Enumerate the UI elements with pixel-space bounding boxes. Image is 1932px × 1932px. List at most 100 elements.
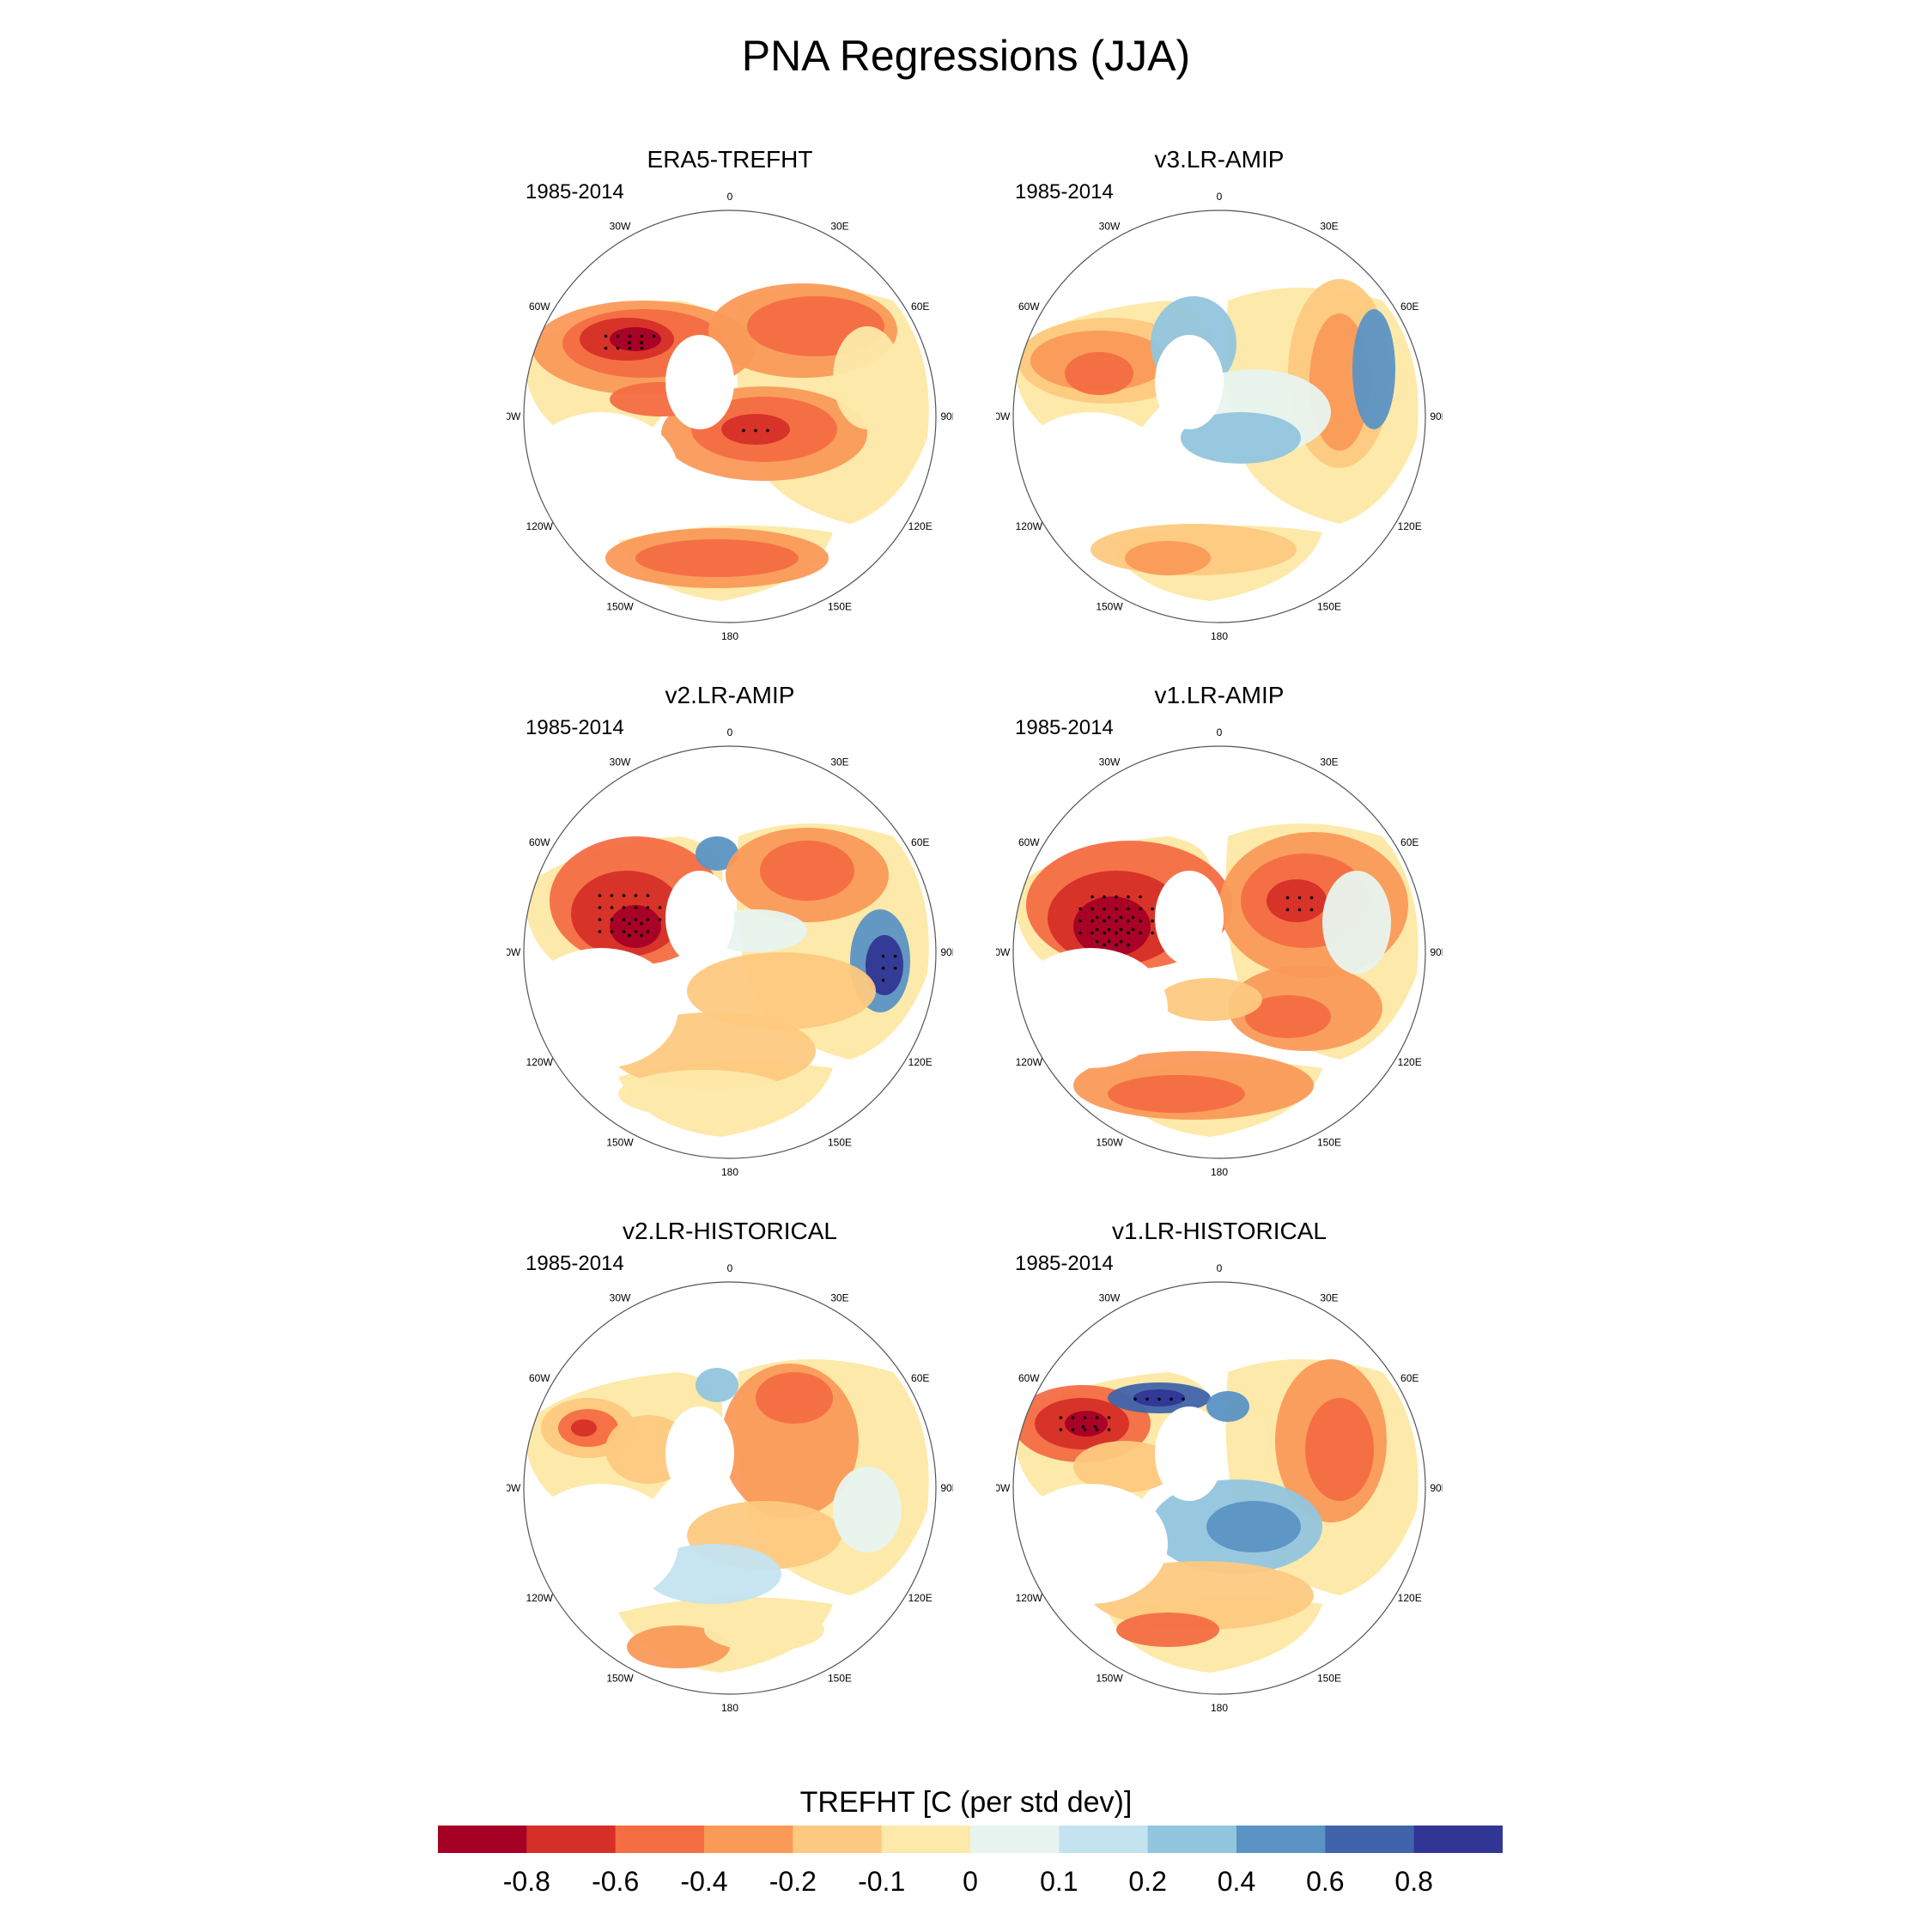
longitude-label: 30W — [1099, 756, 1121, 768]
map-panel-v2-amip: v2.LR-AMIP 1985-2014 180 150E 120E 90E 60E 30… — [507, 682, 953, 1180]
longitude-label: 60E — [911, 836, 929, 848]
anomaly-region — [571, 1419, 597, 1437]
longitude-label: 90E — [1430, 946, 1443, 958]
map-boundary — [523, 1281, 937, 1695]
colorbar-tick-label: -0.6 — [592, 1866, 639, 1897]
arctic-ocean — [1155, 335, 1224, 429]
significance-stipple — [1059, 1397, 1185, 1431]
longitude-label: 60W — [529, 1372, 550, 1384]
colorbar-tick-label: 0 — [963, 1866, 978, 1897]
longitude-label: 60W — [1018, 836, 1040, 848]
longitude-label: 120W — [526, 520, 554, 532]
longitude-label: 0 — [727, 191, 733, 203]
polar-map: 180 150E 120E 90E 60E 30E 0 30W 60W 90W 120W 150W — [996, 191, 1443, 642]
atlantic-ocean — [524, 948, 678, 1068]
pacific-ocean — [592, 746, 867, 823]
longitude-label: 180 — [1211, 1702, 1228, 1714]
colorbar-tick-label: -0.1 — [858, 1866, 905, 1897]
map-boundary — [523, 745, 937, 1159]
longitude-label: 150W — [1096, 1137, 1123, 1149]
anomaly-region — [696, 836, 738, 871]
atlantic-ocean — [524, 412, 678, 532]
longitude-label: 60W — [1018, 301, 1040, 313]
anomaly-region — [618, 1070, 790, 1118]
significance-stipple — [604, 334, 769, 433]
colorbar-swatch — [1325, 1826, 1415, 1853]
map-boundary — [1012, 210, 1426, 623]
longitude-label: 0 — [727, 726, 733, 738]
colorbar-swatch — [881, 1826, 971, 1853]
longitude-label: 60E — [911, 301, 929, 313]
polar-map: 180 150E 120E 90E 60E 30E 0 30W 60W 90W 120W 150W — [507, 1262, 953, 1714]
anomaly-region — [1159, 978, 1262, 1021]
anomaly-region — [1073, 1441, 1176, 1492]
anomaly-region — [635, 539, 799, 577]
anomaly-region — [1108, 1075, 1245, 1113]
longitude-label: 30E — [1320, 1291, 1338, 1303]
longitude-label: 30E — [1320, 756, 1338, 768]
map-panel-v1-historical: v1.LR-HISTORICAL 1985-2014 180 150E 120E 90… — [996, 1218, 1443, 1716]
longitude-label: 120W — [526, 1592, 554, 1604]
longitude-label: 120W — [1016, 1592, 1043, 1604]
pacific-ocean — [1082, 210, 1357, 288]
arctic-ocean — [665, 871, 734, 965]
arctic-ocean — [1155, 871, 1224, 965]
map-panel-v3-amip: v3.LR-AMIP 1985-2014 180 150E 120E 90E 60E 30… — [996, 146, 1443, 644]
anomaly-region — [1322, 871, 1391, 974]
map-boundary — [523, 210, 937, 623]
longitude-label: 60W — [1018, 1372, 1040, 1384]
longitude-label: 120W — [1016, 1056, 1043, 1068]
longitude-label: 60E — [911, 1372, 929, 1384]
pacific-ocean — [592, 210, 867, 288]
longitude-label: 60E — [1400, 836, 1419, 848]
longitude-label: 90W — [996, 1482, 1011, 1494]
polar-map: 180 150E 120E 90E 60E 30E 0 30W 60W 90W 120W 150W — [996, 726, 1443, 1178]
anomaly-region — [610, 327, 661, 351]
colorbar-title: TREFHT [C (per std dev)] — [799, 1786, 1133, 1819]
longitude-label: 0 — [727, 1262, 733, 1274]
colorbar: -0.8 -0.6 -0.4 -0.2 -0.1 0 0.1 0.2 0.4 0.6 0.8 — [438, 1826, 1503, 1897]
longitude-label: 90W — [507, 1482, 521, 1494]
anomaly-region — [1065, 1411, 1108, 1437]
longitude-label: 90E — [940, 1482, 953, 1494]
colorbar-tick-label: 0.4 — [1218, 1866, 1255, 1897]
longitude-label: 120E — [908, 1056, 933, 1068]
panel-title: v2.LR-HISTORICAL — [623, 1218, 837, 1244]
longitude-label: 0 — [1217, 191, 1223, 203]
colorbar-swatch — [793, 1826, 883, 1853]
anomaly-region — [1305, 1398, 1374, 1501]
anomaly-region — [610, 905, 661, 948]
atlantic-ocean — [1013, 1484, 1168, 1604]
arctic-ocean — [665, 335, 734, 429]
anomaly-region — [1065, 352, 1133, 395]
colorbar-swatch — [704, 1826, 793, 1853]
anomaly-region — [1245, 995, 1331, 1038]
longitude-label: 0 — [1217, 726, 1223, 738]
arctic-ocean — [665, 1406, 734, 1501]
anomaly-region — [1267, 879, 1327, 922]
anomaly-region — [1206, 1501, 1301, 1552]
longitude-label: 0 — [1217, 1262, 1223, 1274]
panel-title: v2.LR-AMIP — [665, 682, 795, 708]
anomaly-region — [1116, 1613, 1219, 1647]
anomaly-region — [687, 952, 876, 1030]
longitude-label: 150E — [1317, 1137, 1341, 1149]
longitude-label: 120E — [908, 520, 933, 532]
anomaly-region — [756, 1372, 833, 1424]
significance-stipple — [598, 894, 897, 982]
longitude-label: 180 — [721, 1702, 738, 1714]
anomaly-region — [833, 326, 902, 429]
panel-title: v3.LR-AMIP — [1154, 146, 1285, 173]
longitude-label: 150E — [1317, 1673, 1341, 1685]
longitude-label: 150W — [606, 601, 634, 613]
polar-map: 180 150E 120E 90E 60E 30E 0 30W 60W 90W 120W 150W — [507, 726, 953, 1178]
longitude-label: 180 — [721, 630, 738, 642]
longitude-label: 150E — [828, 1673, 852, 1685]
longitude-label: 90W — [507, 946, 521, 958]
anomaly-region — [644, 1544, 781, 1604]
longitude-label: 60E — [1400, 1372, 1419, 1384]
longitude-label: 150W — [1096, 601, 1123, 613]
longitude-label: 120W — [526, 1056, 554, 1068]
polar-map: 180 150E 120E 90E 60E 30E 0 30W 60W 90W 120W 150W — [996, 1262, 1443, 1714]
anomaly-region — [1073, 896, 1151, 957]
